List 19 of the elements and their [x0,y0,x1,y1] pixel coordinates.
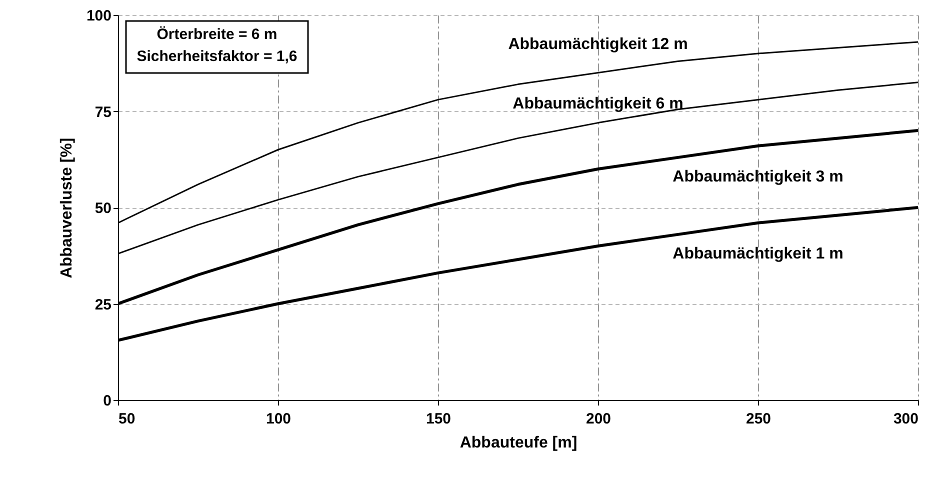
y-tick-label: 75 [94,104,112,121]
y-axis-title: Abbauverluste [%] [58,138,76,278]
y-tick-label: 100 [86,8,112,24]
x-tick-label: 100 [266,410,292,428]
series-label: Abbaumächtigkeit 3 m [672,168,844,186]
y-tick-label: 25 [94,296,112,314]
series-label: Abbaumächtigkeit 1 m [672,246,844,263]
x-tick-label: 250 [746,410,772,428]
x-tick-label: 200 [586,410,612,428]
y-tick-label: 0 [103,392,112,410]
x-tick-label: 300 [893,410,918,428]
annotation: Örterbreite = 6 m [156,26,278,43]
y-tick-label: 50 [94,200,112,217]
series-label: Abbaumächtigkeit 12 m [508,36,688,53]
series-label: Abbaumächtigkeit 6 m [512,96,684,113]
x-tick-label: 150 [426,410,452,428]
annotation: Sicherheitsfaktor = 1,6 [136,48,298,65]
x-axis-title: Abbauteufe [m] [460,434,578,452]
x-tick-label: 50 [118,410,136,428]
